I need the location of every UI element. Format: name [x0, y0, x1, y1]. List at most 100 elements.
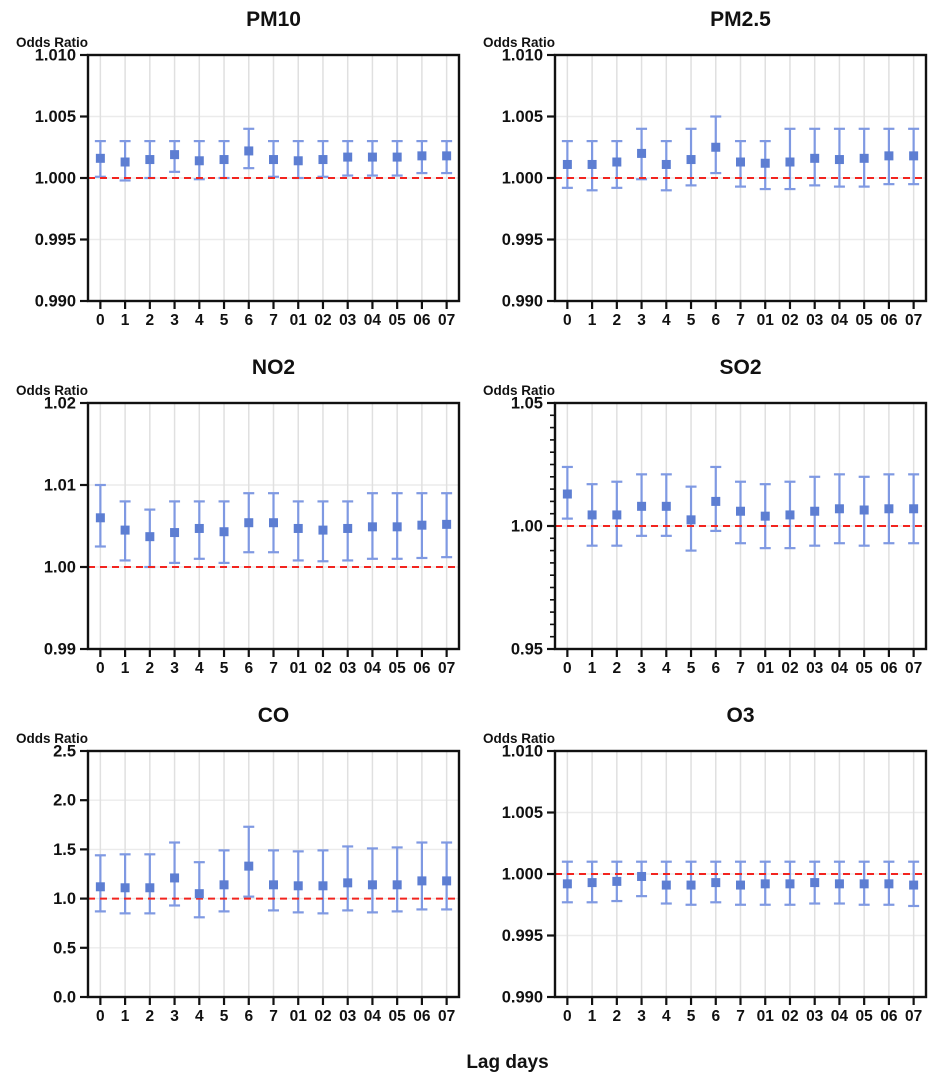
data-point-marker: [612, 157, 622, 167]
data-point-marker: [194, 523, 204, 533]
data-point-marker: [909, 504, 919, 514]
x-tick-label: 03: [339, 1008, 357, 1025]
data-point-marker: [367, 880, 377, 890]
y-tick-label: 1.01: [44, 477, 76, 495]
y-tick-label: 2.5: [53, 743, 76, 761]
data-point-marker: [95, 153, 105, 163]
panel-title: PM10: [246, 8, 301, 31]
x-tick-label: 1: [588, 1008, 597, 1025]
x-tick-label: 3: [637, 312, 646, 329]
x-tick-label: 05: [856, 660, 874, 677]
data-point-marker: [244, 146, 254, 156]
chart-panel-pm25: 0.990 0.995 1.000 1.005 1.010 0 1 2 3 4 5 6 7 01 02 03 0…: [467, 0, 935, 348]
data-point-marker: [145, 883, 155, 893]
x-tick-label: 0: [96, 660, 105, 677]
x-tick-label: 4: [195, 312, 204, 329]
x-tick-label: 6: [711, 1008, 720, 1025]
data-point-marker: [120, 883, 130, 893]
data-point-marker: [686, 880, 696, 890]
data-point-marker: [760, 511, 770, 521]
data-point-marker: [293, 881, 303, 891]
data-point-marker: [785, 879, 795, 889]
x-tick-label: 05: [856, 312, 874, 329]
x-tick-label: 01: [757, 660, 775, 677]
data-point-marker: [587, 159, 597, 169]
data-point-marker: [318, 525, 328, 535]
x-tick-label: 1: [121, 312, 130, 329]
x-tick-label: 5: [220, 660, 229, 677]
panel-title: NO2: [252, 356, 295, 379]
panel-svg: 0.951.001.050 1 2 3 4 5 6 7 01 02 03 04 05 06 07SO2Odd…: [483, 356, 928, 677]
y-tick-label: 2.0: [53, 792, 76, 810]
y-tick-label: 1.005: [35, 108, 76, 126]
x-tick-label: 06: [413, 312, 431, 329]
data-point-marker: [562, 489, 572, 499]
y-tick-label: 1.00: [44, 559, 76, 577]
x-tick-label: 02: [314, 660, 331, 677]
y-tick-label: 1.005: [502, 804, 543, 822]
y-axis-label: Odds Ratio: [16, 731, 88, 746]
data-point-marker: [269, 518, 278, 528]
data-point-marker: [785, 510, 795, 520]
y-tick-label: 0.0: [53, 989, 76, 1007]
data-point-marker: [834, 155, 844, 165]
panel-grid: 0.990 0.995 1.000 1.005 1.010 0 1 2 3 4 5 6 7 01 02 03 0…: [16, 0, 935, 1044]
x-tick-label: 5: [220, 1008, 229, 1025]
data-point-marker: [686, 515, 696, 525]
data-point-marker: [269, 155, 278, 165]
y-axis-label: Odds Ratio: [16, 35, 88, 50]
data-point-marker: [760, 879, 770, 889]
data-point-marker: [95, 513, 105, 523]
data-point-marker: [661, 501, 671, 511]
y-tick-label: 1.005: [502, 108, 543, 126]
x-tick-label: 3: [170, 312, 179, 329]
x-tick-label: 02: [314, 1008, 331, 1025]
data-point-marker: [442, 876, 452, 886]
x-tick-label: 01: [290, 660, 308, 677]
data-point-marker: [293, 523, 303, 533]
x-tick-label: 07: [905, 312, 922, 329]
data-point-marker: [810, 506, 820, 516]
data-point-marker: [170, 528, 180, 538]
data-point-marker: [269, 880, 278, 890]
data-point-marker: [562, 879, 572, 889]
x-tick-label: 3: [170, 660, 179, 677]
x-tick-label: 1: [588, 660, 597, 677]
data-point-marker: [736, 157, 745, 167]
data-point-marker: [343, 523, 353, 533]
chart-panel-o3: 0.990 0.995 1.000 1.005 1.010 0 1 2 3 4 5 6 7 01 02 03 0…: [467, 696, 935, 1044]
x-tick-label: 7: [269, 660, 278, 677]
data-point-marker: [417, 876, 427, 886]
x-tick-label: 2: [613, 1008, 622, 1025]
x-tick-label: 2: [613, 660, 622, 677]
x-tick-label: 1: [588, 312, 597, 329]
data-point-marker: [244, 861, 254, 871]
x-tick-label: 2: [146, 660, 155, 677]
data-point-marker: [909, 151, 919, 161]
x-tick-label: 6: [244, 660, 253, 677]
x-tick-label: 01: [757, 312, 775, 329]
data-point-marker: [711, 878, 721, 888]
y-axis-label: Odds Ratio: [483, 35, 555, 50]
data-point-marker: [834, 879, 844, 889]
data-point-marker: [859, 505, 869, 515]
y-tick-label: 0.990: [502, 989, 543, 1007]
data-point-marker: [392, 880, 402, 890]
x-axis-label: Lag days: [466, 1052, 549, 1073]
x-tick-label: 7: [269, 312, 278, 329]
x-tick-label: 5: [687, 660, 696, 677]
data-point-marker: [194, 889, 204, 899]
y-tick-label: 1.0: [53, 890, 76, 908]
data-point-marker: [120, 525, 130, 535]
x-tick-label: 01: [290, 1008, 308, 1025]
chart-panel-so2: 0.95 1.00 1.05 0 1 2 3 4 5 6 7 01 02 03 04 05 06 07 SO2 Odd…: [467, 348, 935, 696]
x-tick-label: 6: [711, 312, 720, 329]
data-point-marker: [170, 150, 180, 160]
data-point-marker: [711, 496, 721, 506]
data-point-marker: [661, 159, 671, 169]
x-tick-label: 7: [736, 312, 745, 329]
x-tick-label: 01: [290, 312, 308, 329]
x-tick-label: 4: [195, 1008, 204, 1025]
x-tick-label: 4: [662, 660, 671, 677]
x-tick-label: 07: [438, 660, 455, 677]
